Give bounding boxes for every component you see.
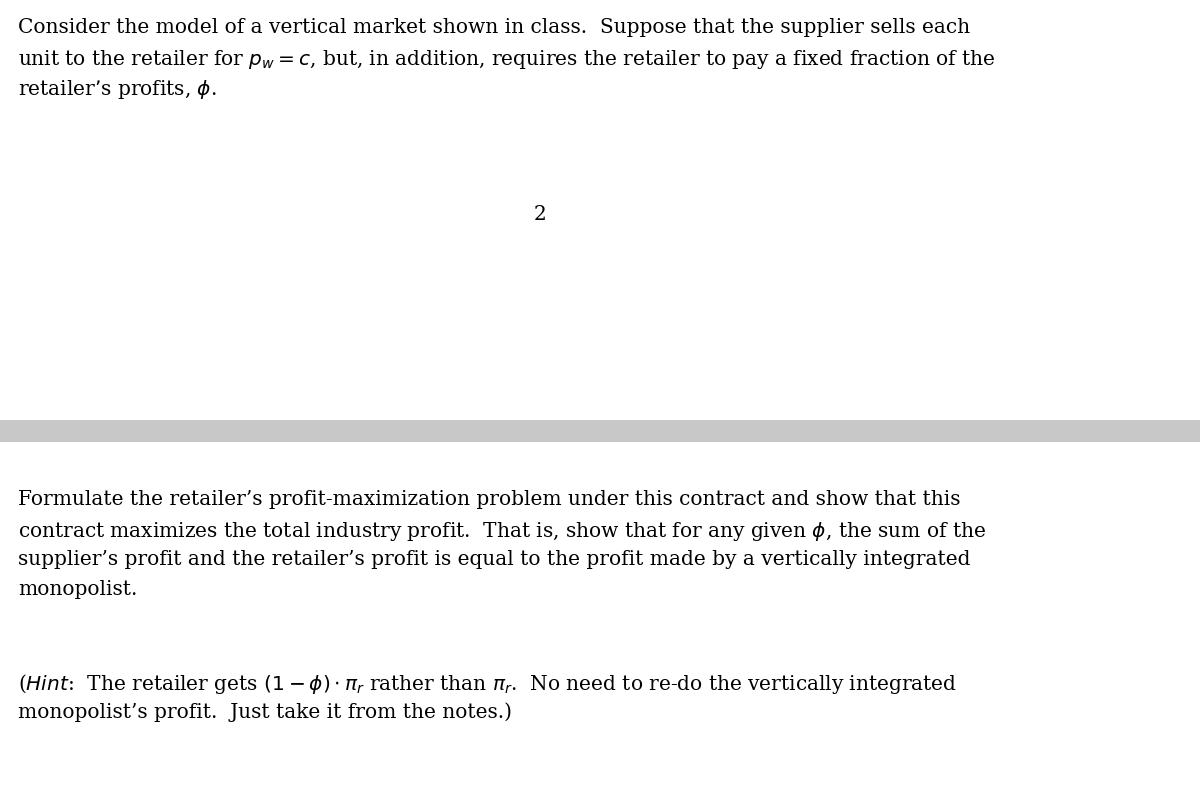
Text: ($\mathit{Hint}$:  The retailer gets $(1 - \phi) \cdot \pi_r$ rather than $\pi_r: ($\mathit{Hint}$: The retailer gets $(1 … [18,672,958,695]
Text: unit to the retailer for $p_w = c$, but, in addition, requires the retailer to p: unit to the retailer for $p_w = c$, but,… [18,48,996,71]
Text: retailer’s profits, $\phi$.: retailer’s profits, $\phi$. [18,78,217,101]
Bar [0,420,1200,443]
Text: 2: 2 [534,204,546,224]
Text: monopolist’s profit.  Just take it from the notes.): monopolist’s profit. Just take it from t… [18,702,512,721]
Text: Consider the model of a vertical market shown in class.  Suppose that the suppli: Consider the model of a vertical market … [18,18,970,37]
Text: contract maximizes the total industry profit.  That is, show that for any given : contract maximizes the total industry pr… [18,519,986,543]
Text: Formulate the retailer’s profit-maximization problem under this contract and sho: Formulate the retailer’s profit-maximiza… [18,489,960,508]
Text: supplier’s profit and the retailer’s profit is equal to the profit made by a ver: supplier’s profit and the retailer’s pro… [18,549,971,569]
Text: monopolist.: monopolist. [18,579,137,599]
